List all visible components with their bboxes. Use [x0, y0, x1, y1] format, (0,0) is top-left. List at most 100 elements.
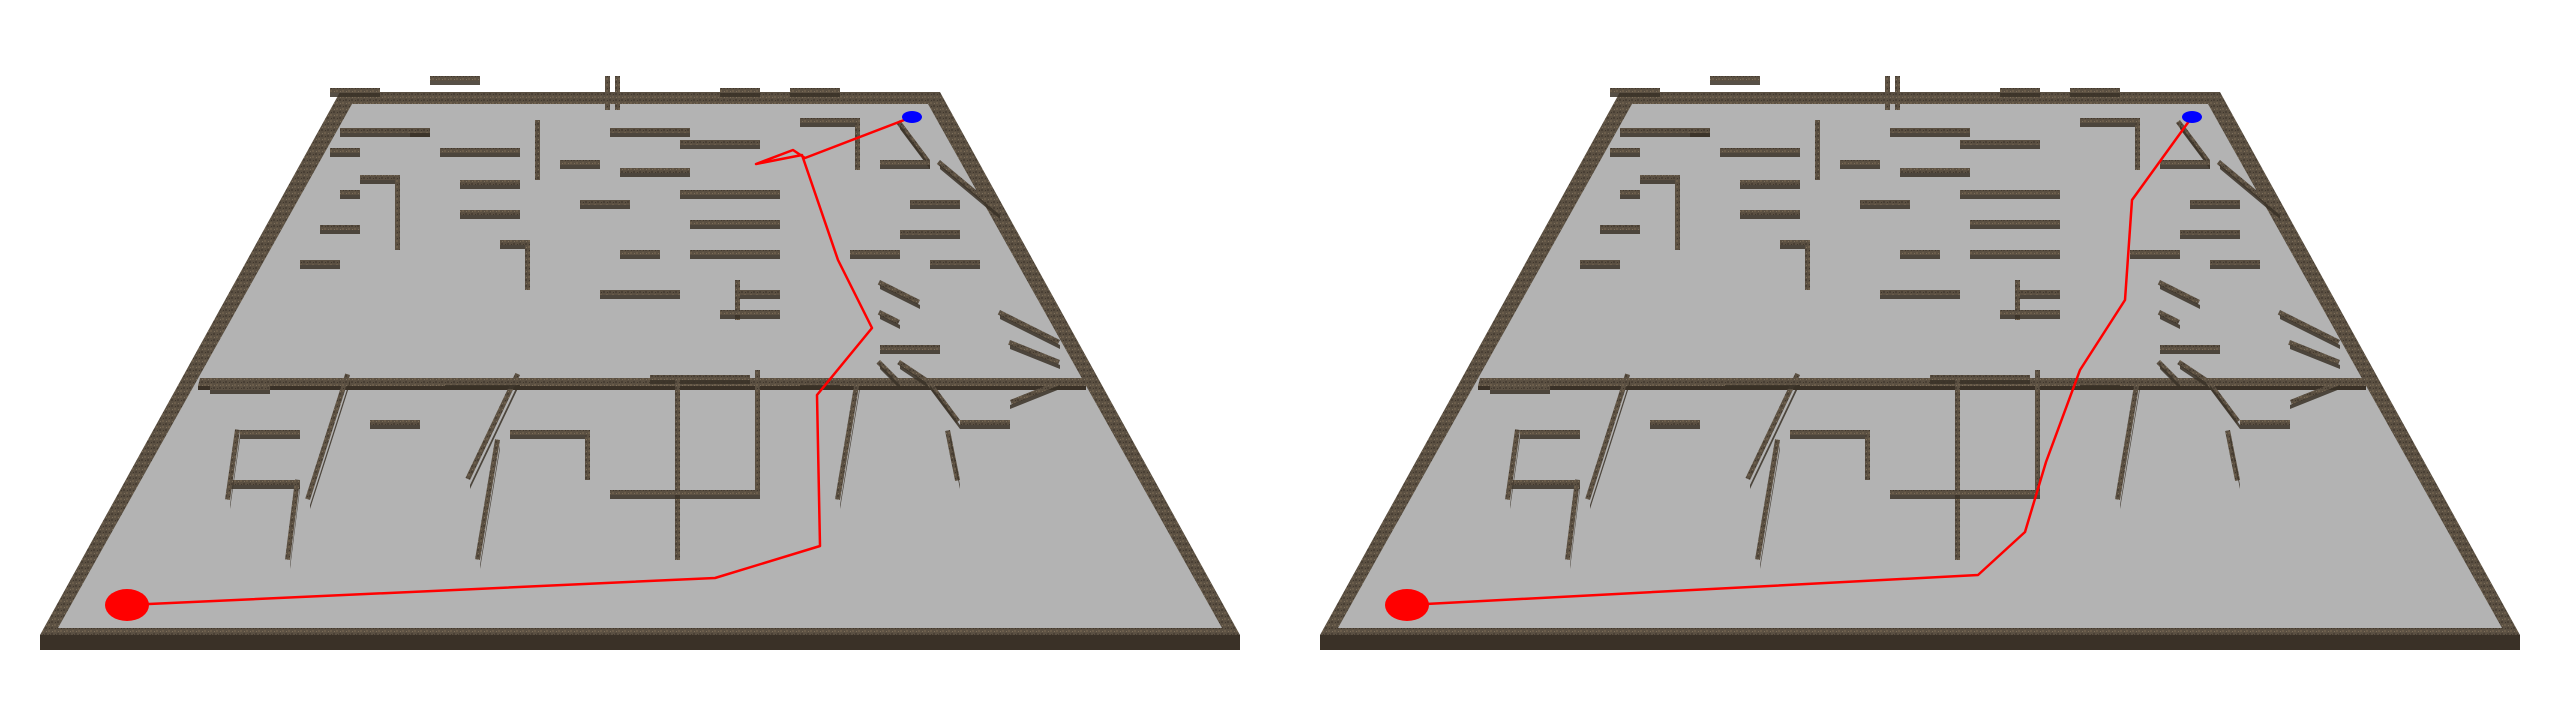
maze-wall [1930, 375, 2030, 380]
maze-wall [690, 250, 780, 255]
start-marker [105, 589, 149, 621]
maze-wall-shadow [2180, 235, 2240, 239]
maze-wall [1675, 175, 1680, 250]
maze-wall-shadow [800, 385, 840, 389]
maze-wall [445, 380, 520, 385]
maze-wall-shadow [1900, 255, 1940, 259]
maze-wall [1690, 128, 1710, 133]
maze-wall-shadow [1725, 385, 1800, 389]
maze-wall [1890, 128, 1970, 133]
maze-wall [2277, 310, 2340, 345]
maze-wall-shadow [2240, 425, 2290, 429]
maze-wall-shadow [2220, 165, 2280, 219]
maze-wall-shadow [2020, 295, 2060, 299]
maze-wall [2177, 360, 2210, 385]
maze-wall-shadow [940, 165, 1000, 219]
maze-wall [1490, 385, 1550, 390]
maze-rim-front [1320, 635, 2520, 650]
maze-wall [2240, 420, 2290, 425]
maze-wall [440, 148, 520, 153]
maze-wall [2216, 160, 2280, 214]
maze-wall-shadow [1780, 245, 1810, 249]
goal-marker [902, 111, 922, 123]
maze-wall-shadow [430, 81, 480, 85]
maze-wall [1960, 140, 2000, 145]
maze-wall [855, 118, 860, 170]
maze-wall-shadow [2080, 123, 2140, 127]
maze-wall-shadow [620, 255, 660, 259]
maze-wall-shadow [1520, 435, 1580, 439]
maze-wall-shadow [1930, 380, 2030, 384]
maze-wall-shadow [650, 380, 750, 384]
maze-wall [1008, 340, 1060, 365]
goal-marker [2182, 111, 2202, 123]
maze-wall [755, 370, 760, 490]
maze-wall-shadow [2130, 255, 2180, 259]
maze-wall [535, 120, 540, 180]
maze-wall [525, 240, 530, 290]
maze-wall [610, 128, 690, 133]
maze-wall-shadow [1610, 153, 1640, 157]
maze-wall-shadow [1740, 215, 1800, 219]
maze-wall [1478, 378, 2366, 386]
maze-wall-shadow [930, 385, 960, 429]
maze-wall [1740, 180, 1800, 185]
maze-wall-shadow [1000, 315, 1060, 349]
maze-wall [2160, 345, 2220, 350]
maze-wall [2035, 370, 2040, 490]
maze-wall [2000, 140, 2040, 145]
maze-wall [2115, 379, 2140, 500]
maze-panel-right [1320, 76, 2520, 650]
maze-wall-shadow [460, 215, 520, 219]
maze-wall [910, 200, 960, 205]
maze-wall-shadow [1010, 385, 1060, 409]
maze-wall [1650, 420, 1700, 425]
maze-wall-shadow [290, 485, 300, 569]
maze-wall-shadow [680, 195, 780, 199]
maze-wall [877, 280, 920, 305]
maze-wall [340, 190, 360, 195]
maze-wall [620, 250, 660, 255]
maze-wall [510, 430, 590, 435]
maze-wall [2160, 160, 2210, 165]
maze-wall [1815, 120, 1820, 180]
maze-wall [690, 220, 780, 225]
maze-wall-shadow [410, 133, 430, 137]
maze-wall-shadow [2160, 350, 2220, 354]
maze-wall-shadow [2280, 315, 2340, 349]
maze-wall [395, 175, 400, 250]
maze-wall [1865, 430, 1870, 480]
maze-wall [936, 160, 1000, 214]
maze-wall [1740, 210, 1800, 215]
maze-wall-shadow [880, 285, 920, 309]
maze-wall-shadow [1650, 425, 1700, 429]
maze-wall-shadow [210, 390, 270, 394]
maze-wall [360, 175, 400, 180]
start-marker [1385, 589, 1429, 621]
maze-wall-shadow [2180, 365, 2210, 389]
maze-wall-shadow [1900, 173, 1970, 177]
maze-wall-shadow [2000, 145, 2040, 149]
maze-wall-shadow [1860, 205, 1910, 209]
maze-wall [2080, 380, 2120, 385]
maze-wall-shadow [1590, 380, 1630, 509]
maze-wall [1900, 250, 1940, 255]
maze-wall [896, 120, 930, 163]
maze-wall [900, 230, 960, 235]
maze-floor [1338, 104, 2502, 628]
maze-wall-shadow [500, 245, 530, 249]
maze-wall [580, 200, 630, 205]
maze-wall-shadow [880, 365, 900, 389]
maze-wall [1755, 439, 1780, 560]
maze-wall-shadow [460, 185, 520, 189]
maze-wall [210, 385, 270, 390]
maze-wall [1890, 490, 2040, 495]
maze-panel-left [40, 76, 1240, 650]
maze-wall-shadow [2070, 93, 2120, 97]
maze-wall [1585, 373, 1630, 500]
maze-wall [1505, 429, 1520, 500]
maze-wall [330, 148, 360, 153]
maze-wall-shadow [1890, 495, 2040, 499]
maze-wall [675, 380, 680, 560]
